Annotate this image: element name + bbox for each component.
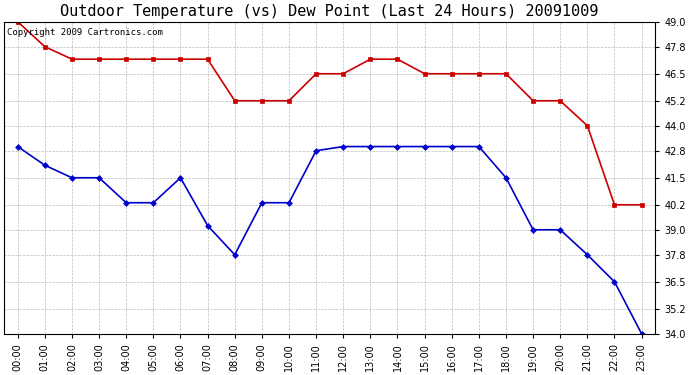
Text: Copyright 2009 Cartronics.com: Copyright 2009 Cartronics.com [8,28,164,37]
Title: Outdoor Temperature (vs) Dew Point (Last 24 Hours) 20091009: Outdoor Temperature (vs) Dew Point (Last… [61,4,599,19]
